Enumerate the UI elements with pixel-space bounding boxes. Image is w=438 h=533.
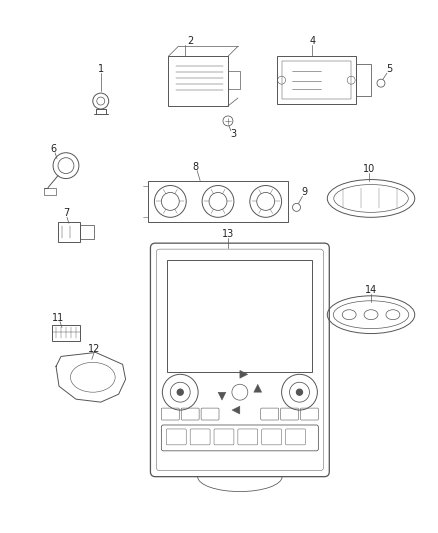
Text: 14: 14 [365, 285, 377, 295]
Text: 6: 6 [50, 144, 56, 154]
Text: 12: 12 [88, 344, 100, 354]
Text: 10: 10 [363, 164, 375, 174]
Text: 1: 1 [98, 64, 104, 74]
Circle shape [177, 389, 183, 395]
Polygon shape [254, 384, 262, 392]
Text: 4: 4 [309, 36, 315, 46]
Text: 8: 8 [192, 161, 198, 172]
Polygon shape [218, 392, 226, 400]
Polygon shape [232, 406, 240, 414]
Circle shape [297, 389, 303, 395]
Text: 9: 9 [301, 188, 307, 197]
Text: 11: 11 [52, 313, 64, 322]
Text: 2: 2 [187, 36, 193, 46]
Text: 7: 7 [63, 208, 69, 219]
Text: 13: 13 [222, 229, 234, 239]
Text: 3: 3 [230, 129, 236, 139]
Text: 5: 5 [386, 64, 392, 74]
Polygon shape [240, 370, 248, 378]
